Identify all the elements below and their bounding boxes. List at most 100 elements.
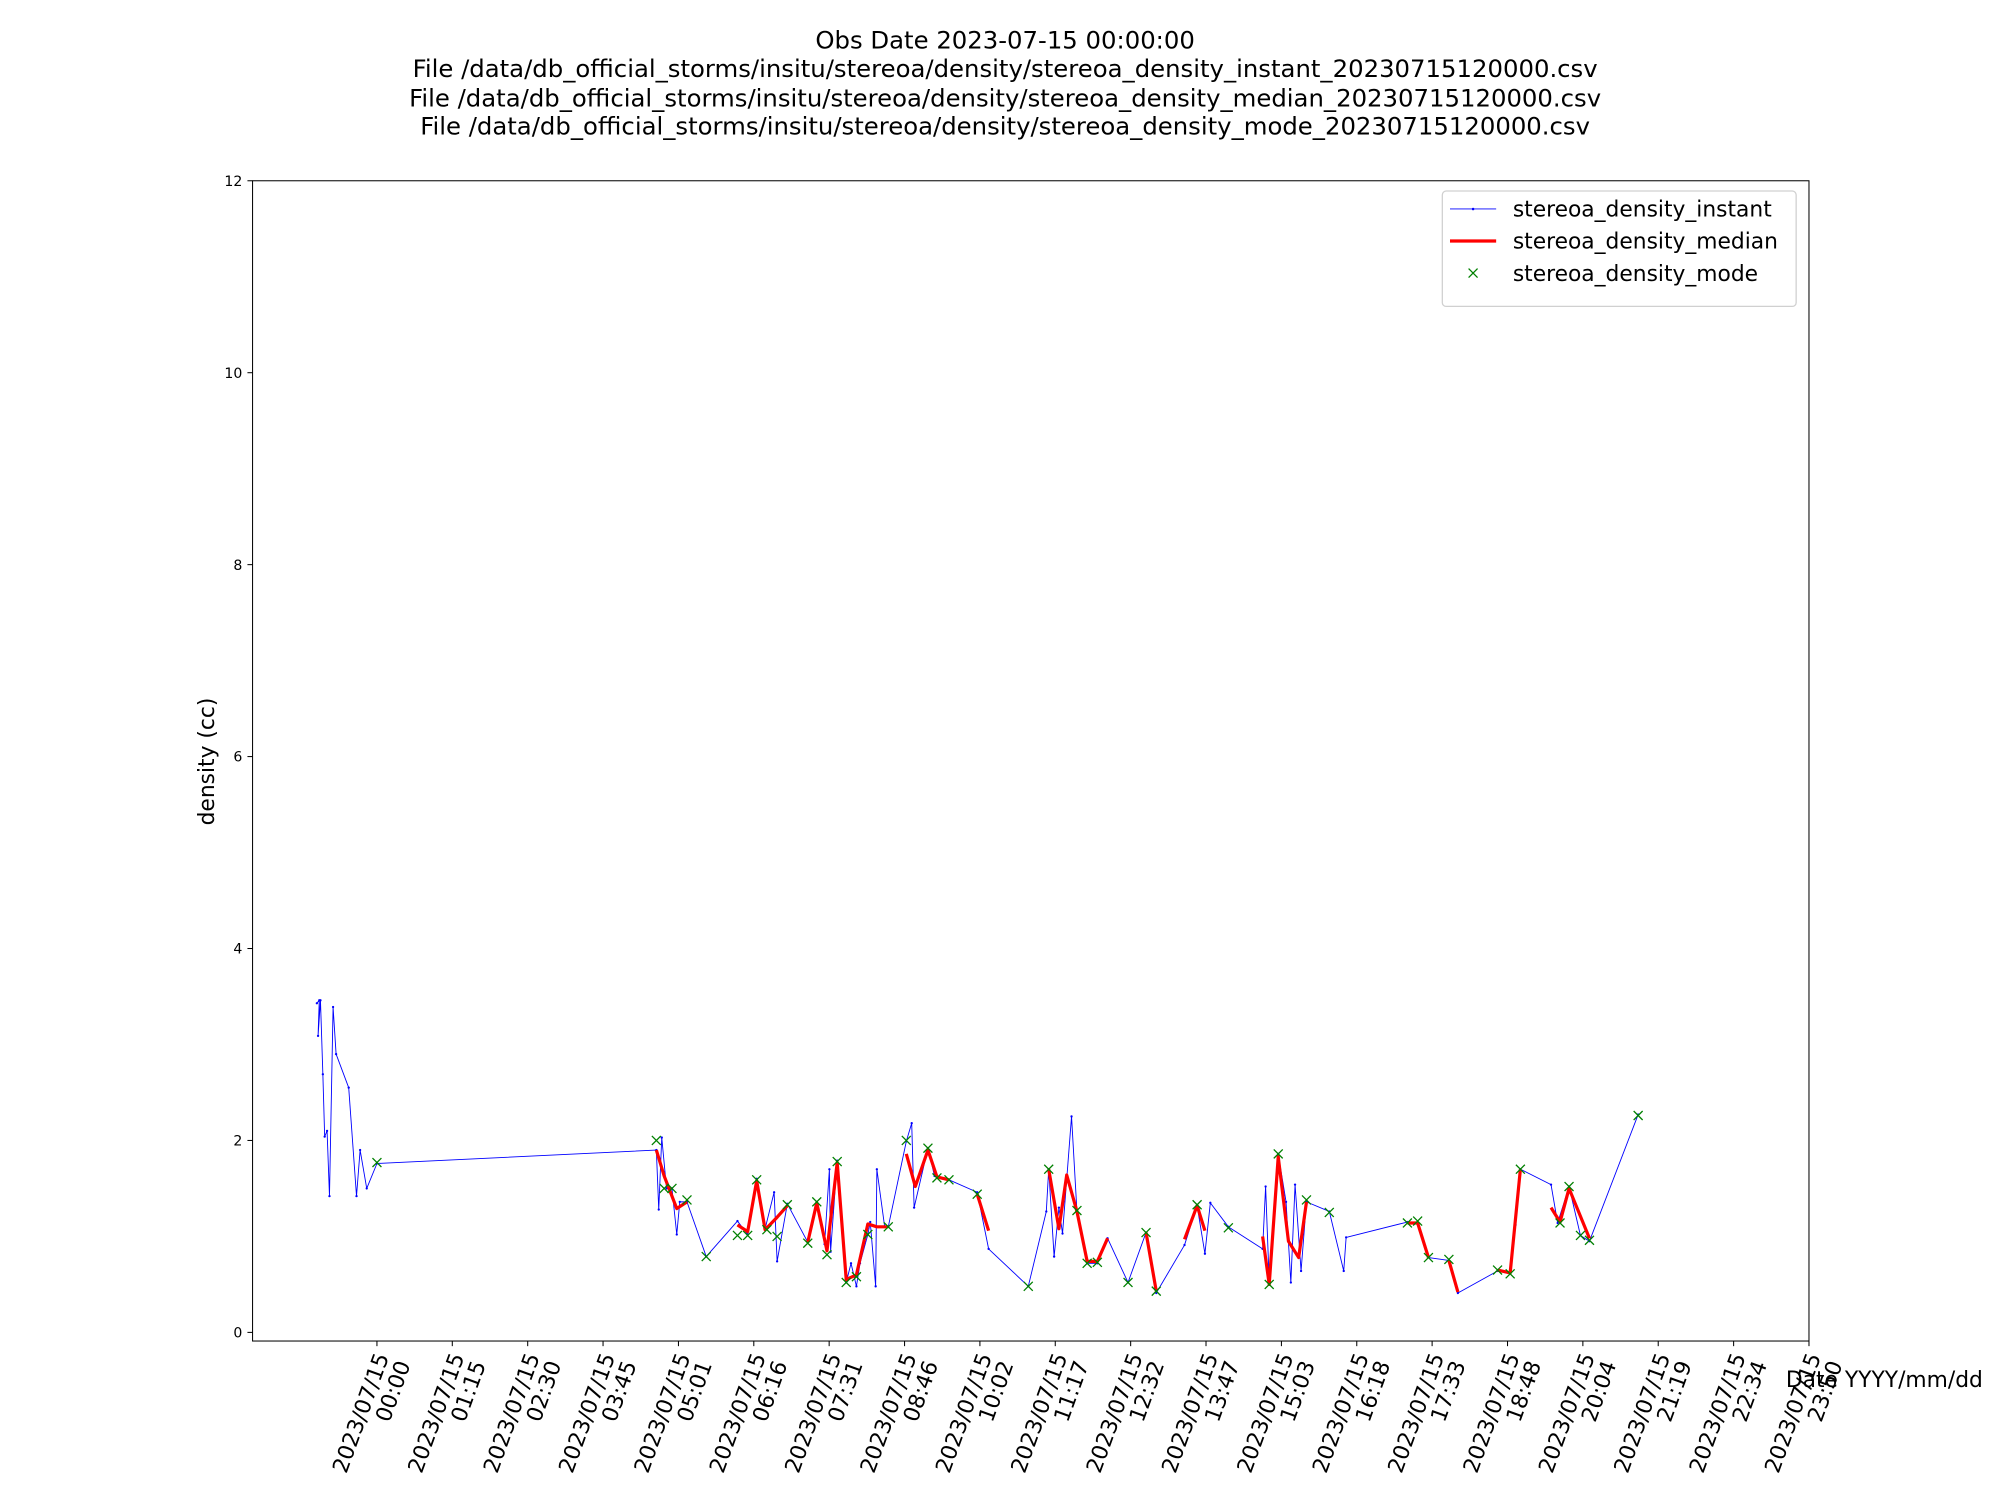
mode-marker <box>1492 1265 1503 1275</box>
instant-point <box>347 1086 350 1089</box>
instant-point <box>1289 1281 1293 1284</box>
instant-point <box>331 1005 335 1009</box>
y-tick-label: 10 <box>224 366 242 382</box>
legend-marker <box>1468 268 1479 279</box>
mode-marker <box>1584 1235 1595 1246</box>
instant-point <box>678 1200 681 1204</box>
mode-marker <box>972 1189 983 1200</box>
mode-marker <box>862 1229 873 1240</box>
mode-marker <box>1123 1277 1133 1288</box>
mode-marker <box>1082 1258 1093 1269</box>
mode-marker <box>761 1224 772 1235</box>
instant-point <box>321 1073 325 1076</box>
plot-area <box>315 999 1644 1297</box>
instant-point <box>325 1129 329 1133</box>
instant-point <box>1264 1185 1267 1188</box>
instant-point <box>315 1002 319 1005</box>
y-tick-label: 4 <box>233 942 242 958</box>
mode-marker <box>751 1174 762 1185</box>
mode-marker <box>742 1230 753 1241</box>
mode-marker <box>1575 1230 1586 1241</box>
mode-marker <box>1505 1268 1516 1279</box>
legend-dot <box>1471 207 1475 211</box>
instant-point <box>1061 1232 1064 1235</box>
y-tick-label: 8 <box>233 558 242 574</box>
mode-marker <box>901 1135 912 1146</box>
instant-point <box>1299 1269 1303 1273</box>
title-line: File /data/db_official_storms/insitu/ste… <box>413 54 1598 83</box>
y-tick-label: 12 <box>224 174 242 190</box>
legend-label: stereoa_density_instant <box>1513 198 1772 223</box>
mode-marker <box>944 1174 954 1185</box>
instant-point <box>1342 1269 1345 1273</box>
instant-point <box>319 999 322 1002</box>
instant-point <box>316 1034 320 1038</box>
x-axis-label: Date YYYY/mm/dd <box>1786 1368 1983 1393</box>
instant-point <box>736 1219 739 1223</box>
instant-point <box>365 1187 368 1190</box>
mode-marker <box>1151 1286 1162 1297</box>
title-line: File /data/db_official_storms/insitu/ste… <box>420 112 1590 141</box>
instant-point <box>875 1168 879 1171</box>
instant-point <box>828 1168 831 1171</box>
mode-marker <box>1273 1148 1284 1159</box>
instant-point <box>987 1247 990 1251</box>
mode-marker <box>1324 1207 1335 1218</box>
instant-point <box>1284 1200 1288 1204</box>
instant-point <box>1070 1115 1073 1118</box>
instant-point <box>772 1191 776 1194</box>
instant-point <box>855 1285 858 1288</box>
mode-marker <box>1515 1164 1526 1175</box>
instant-point <box>334 1052 338 1056</box>
title-line: Obs Date 2023-07-15 00:00:00 <box>815 26 1195 55</box>
mode-marker <box>1043 1164 1054 1175</box>
mode-marker <box>1301 1195 1312 1205</box>
mode-marker <box>1192 1199 1203 1210</box>
instant-point <box>869 1220 872 1224</box>
instant-point <box>675 1233 678 1236</box>
instant-point <box>1456 1291 1460 1295</box>
mode-marker <box>682 1195 692 1205</box>
mode-marker <box>1402 1218 1413 1228</box>
instant-point <box>1344 1236 1348 1239</box>
mode-marker <box>1633 1110 1644 1121</box>
instant-point <box>358 1148 362 1152</box>
instant-point <box>657 1208 660 1211</box>
legend-box <box>1441 190 1797 308</box>
mode-marker <box>701 1251 712 1262</box>
instant-point <box>1045 1210 1048 1213</box>
instant-point <box>1057 1206 1061 1209</box>
mode-marker <box>1564 1181 1574 1192</box>
instant-point <box>874 1285 877 1288</box>
instant-point <box>323 1135 326 1138</box>
instant-point <box>912 1206 916 1209</box>
mode-marker <box>1412 1216 1423 1227</box>
mode-marker <box>732 1230 743 1241</box>
median-line <box>654 1148 1591 1293</box>
instant-point <box>660 1136 663 1139</box>
instant-point <box>775 1260 779 1263</box>
instant-point <box>1293 1183 1297 1186</box>
instant-point <box>910 1122 913 1125</box>
instant-point <box>1209 1201 1212 1204</box>
mode-marker <box>1423 1252 1434 1263</box>
mode-marker <box>883 1221 894 1232</box>
y-tick-label: 2 <box>233 1134 242 1150</box>
y-tick-label: 6 <box>233 750 242 766</box>
y-tick-label: 0 <box>233 1326 242 1342</box>
instant-point <box>1203 1252 1207 1255</box>
mode-marker <box>667 1183 677 1194</box>
mode-marker <box>1072 1205 1082 1216</box>
mode-marker <box>1141 1227 1151 1238</box>
mode-marker <box>651 1135 662 1146</box>
instant-point <box>355 1194 358 1198</box>
mode-marker <box>372 1157 382 1168</box>
mode-marker <box>1443 1254 1454 1265</box>
legend-label: stereoa_density_median <box>1513 230 1778 255</box>
instant-point <box>1183 1243 1186 1247</box>
mode-marker <box>922 1143 933 1154</box>
legend-label: stereoa_density_mode <box>1513 262 1758 287</box>
mode-marker <box>1264 1279 1275 1290</box>
mode-marker <box>1555 1218 1565 1228</box>
